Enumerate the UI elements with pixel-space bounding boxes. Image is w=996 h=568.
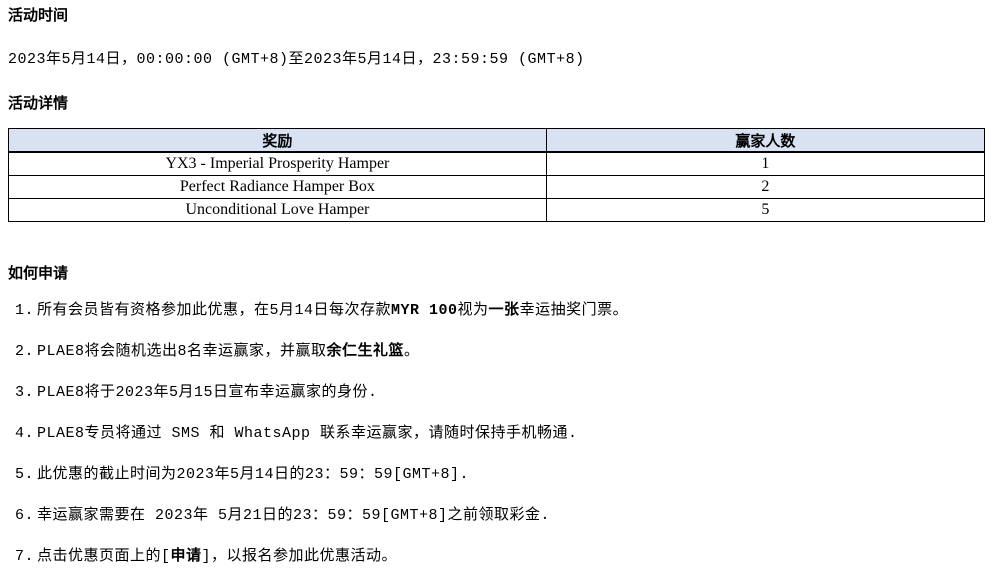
- winners-cell: 2: [545, 175, 986, 199]
- list-item-number: 7.: [14, 548, 34, 565]
- list-item-text: 所有会员皆有资格参加此优惠，在5月14日每次存款MYR 100视为一张幸运抽奖门…: [37, 302, 629, 319]
- list-item-number: 4.: [14, 425, 34, 442]
- list-item: 4. PLAE8专员将通过 SMS 和 WhatsApp 联系幸运赢家，请随时保持…: [8, 424, 986, 444]
- winners-column-header: 赢家人数: [545, 128, 986, 153]
- list-item-text: 此优惠的截止时间为2023年5月14日的23：59：59[GMT+8].: [37, 466, 470, 483]
- prize-table: 奖励 赢家人数 YX3 - Imperial Prosperity Hamper…: [8, 128, 986, 222]
- list-item-text: PLAE8专员将通过 SMS 和 WhatsApp 联系幸运赢家，请随时保持手机…: [37, 425, 578, 442]
- winners-cell: 1: [545, 151, 986, 176]
- prize-cell: Unconditional Love Hamper: [8, 198, 547, 222]
- list-item: 7. 点击优惠页面上的[申请]，以报名参加此优惠活动。: [8, 547, 986, 567]
- list-item-text: 点击优惠页面上的[申请]，以报名参加此优惠活动。: [37, 548, 398, 565]
- table-row: Unconditional Love Hamper 5: [8, 198, 986, 222]
- activity-details-title: 活动详情: [8, 95, 69, 112]
- list-item-text: PLAE8将于2023年5月15日宣布幸运赢家的身份.: [37, 384, 378, 401]
- winners-cell: 5: [545, 198, 986, 222]
- list-item: 6. 幸运赢家需要在 2023年 5月21日的23：59：59[GMT+8]之前领…: [8, 506, 986, 526]
- list-item: 2. PLAE8将会随机选出8名幸运赢家，并赢取余仁生礼篮。: [8, 342, 986, 362]
- list-item-number: 2.: [14, 343, 34, 360]
- list-item: 3. PLAE8将于2023年5月15日宣布幸运赢家的身份.: [8, 383, 986, 403]
- how-to-apply-title: 如何申请: [8, 265, 69, 282]
- list-item-number: 6.: [14, 507, 34, 524]
- prize-table-header-row: 奖励 赢家人数: [8, 128, 986, 153]
- prize-cell: Perfect Radiance Hamper Box: [8, 175, 547, 199]
- how-to-apply-list: 1. 所有会员皆有资格参加此优惠，在5月14日每次存款MYR 100视为一张幸运抽…: [8, 301, 986, 567]
- activity-period-text: 2023年5月14日，00:00:00 (GMT+8)至2023年5月14日，2…: [8, 51, 585, 68]
- list-item-text: 幸运赢家需要在 2023年 5月21日的23：59：59[GMT+8]之前领取彩…: [37, 507, 551, 524]
- activity-time-title: 活动时间: [8, 7, 69, 24]
- list-item-number: 3.: [14, 384, 34, 401]
- prize-column-header: 奖励: [8, 128, 547, 153]
- table-row: Perfect Radiance Hamper Box 2: [8, 175, 986, 199]
- list-item: 5. 此优惠的截止时间为2023年5月14日的23：59：59[GMT+8].: [8, 465, 986, 485]
- list-item-number: 1.: [14, 302, 34, 319]
- list-item-text: PLAE8将会随机选出8名幸运赢家，并赢取余仁生礼篮。: [37, 343, 420, 360]
- table-row: YX3 - Imperial Prosperity Hamper 1: [8, 151, 986, 176]
- prize-cell: YX3 - Imperial Prosperity Hamper: [8, 151, 547, 176]
- list-item: 1. 所有会员皆有资格参加此优惠，在5月14日每次存款MYR 100视为一张幸运抽…: [8, 301, 986, 321]
- list-item-number: 5.: [14, 466, 34, 483]
- prize-table-body: YX3 - Imperial Prosperity Hamper 1 Perfect…: [8, 151, 986, 222]
